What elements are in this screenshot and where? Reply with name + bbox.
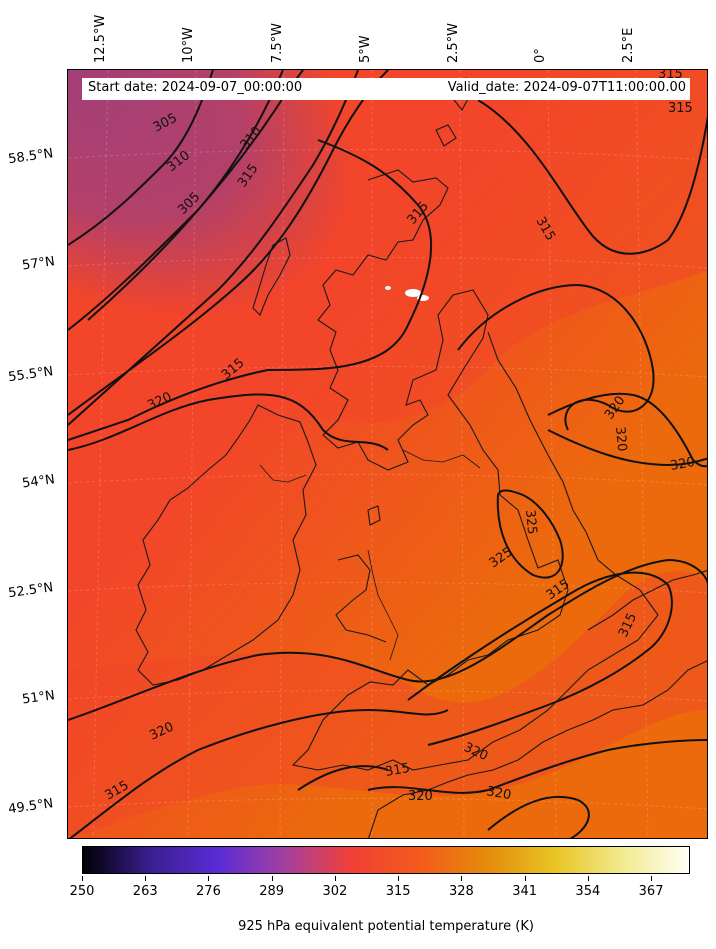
- contour-320-eastbox: [547, 392, 707, 468]
- latitude-label-49-5n: 49.5°N: [7, 796, 55, 818]
- contour-315-channel: [407, 571, 673, 746]
- colorbar-tick-label: 315: [385, 884, 411, 899]
- latitude-label-54n: 54°N: [21, 472, 56, 492]
- latitude-label-51n: 51°N: [21, 688, 56, 708]
- date-header: Start date: 2024-09-07_00:00:00 Valid_da…: [82, 78, 690, 100]
- contour-320-west: [68, 393, 389, 451]
- colorbar-tick-label: 302: [322, 884, 348, 899]
- contour-label: 315: [384, 761, 411, 780]
- border-scotland-england: [402, 449, 481, 469]
- colorbar-tick-label: 341: [512, 884, 538, 899]
- contour-320-bottom: [367, 739, 707, 794]
- contour-320-east: [457, 283, 655, 431]
- colorbar-tick-label: 263: [132, 884, 158, 899]
- colorbar-tick-mark: [334, 876, 336, 881]
- colorbar-tick-label: 328: [448, 884, 474, 899]
- colorbar-tick-label: 289: [259, 884, 285, 899]
- latitude-label-58-5n: 58.5°N: [7, 146, 55, 168]
- orkney-coast: [435, 124, 457, 147]
- contour-320-south: [68, 558, 707, 721]
- contour-lines: [68, 70, 707, 838]
- contour-315-ridge: [68, 139, 432, 441]
- colorbar: [82, 846, 690, 874]
- colorbar-tick-mark: [587, 876, 589, 881]
- border-wales-england: [367, 549, 399, 661]
- contour-label: 315: [668, 101, 693, 116]
- contour-315-bottom: [487, 795, 590, 838]
- contour-320-east2: [547, 429, 707, 467]
- longitude-label-0: 0°: [533, 48, 548, 63]
- ireland-coast: [135, 404, 317, 686]
- colorbar-tick-label: 367: [638, 884, 664, 899]
- colorbar-tick-mark: [208, 876, 210, 881]
- contour-325: [496, 489, 564, 579]
- colorbar-tick-label: 250: [69, 884, 95, 899]
- map-panel[interactable]: 305 310 305 310 315 315 315 315 320 320 …: [67, 69, 708, 839]
- contour-315-east: [477, 99, 707, 255]
- colorbar-tick-mark: [461, 876, 463, 881]
- colorbar-tick-mark: [524, 876, 526, 881]
- colorbar-tick-mark: [82, 876, 83, 881]
- latitude-label-55-5n: 55.5°N: [7, 364, 55, 386]
- longitude-label-2-5w: 2.5°W: [446, 22, 461, 63]
- longitude-label-5w: 5°W: [358, 35, 373, 63]
- longitude-label-10w: 10°W: [181, 27, 196, 63]
- contour-320-cornwall: [297, 765, 389, 791]
- great-britain-coast: [291, 169, 659, 771]
- contour-315-north: [68, 70, 389, 416]
- contour-label: 325: [522, 509, 539, 535]
- longitude-label-7-5w: 7.5°W: [270, 22, 285, 63]
- contour-label: 320: [485, 784, 512, 803]
- colorbar-tick-mark: [651, 876, 653, 881]
- start-date-text: Start date: 2024-09-07_00:00:00: [88, 80, 303, 95]
- colorbar-tick-label: 354: [575, 884, 601, 899]
- contour-label-group: 305 310 305 310 315 315 315 315 320 320 …: [103, 70, 697, 804]
- latitude-label-52-5n: 52.5°N: [7, 580, 55, 602]
- longitude-label-12-5w: 12.5°W: [93, 14, 108, 63]
- contour-label: 320: [408, 789, 433, 804]
- colorbar-title: 925 hPa equivalent potential temperature…: [238, 919, 534, 934]
- outer-hebrides-coast: [252, 237, 291, 316]
- contour-305-a: [68, 70, 214, 246]
- continental-coast: [587, 570, 707, 631]
- valid-date-text: Valid_date: 2024-09-07T11:00:00.00: [447, 80, 686, 95]
- colorbar-tick-label: 276: [196, 884, 221, 899]
- contour-label: 320: [612, 426, 629, 452]
- contour-315-south: [68, 708, 449, 838]
- contour-label: 320: [669, 455, 696, 474]
- longitude-label-2-5e: 2.5°E: [621, 27, 636, 63]
- colorbar-tick-mark: [145, 876, 147, 881]
- map-canvas: 305 310 305 310 315 315 315 315 320 320 …: [68, 70, 707, 838]
- contour-310-a: [68, 70, 304, 331]
- wales-coast: [335, 554, 387, 643]
- isle-of-man-coast: [367, 505, 381, 526]
- graticule: [68, 70, 707, 838]
- france-coast: [368, 660, 707, 838]
- border-northern-ireland: [259, 464, 307, 483]
- colorbar-tick-mark: [271, 876, 273, 881]
- latitude-label-57n: 57°N: [21, 254, 56, 274]
- colorbar-tick-mark: [398, 876, 400, 881]
